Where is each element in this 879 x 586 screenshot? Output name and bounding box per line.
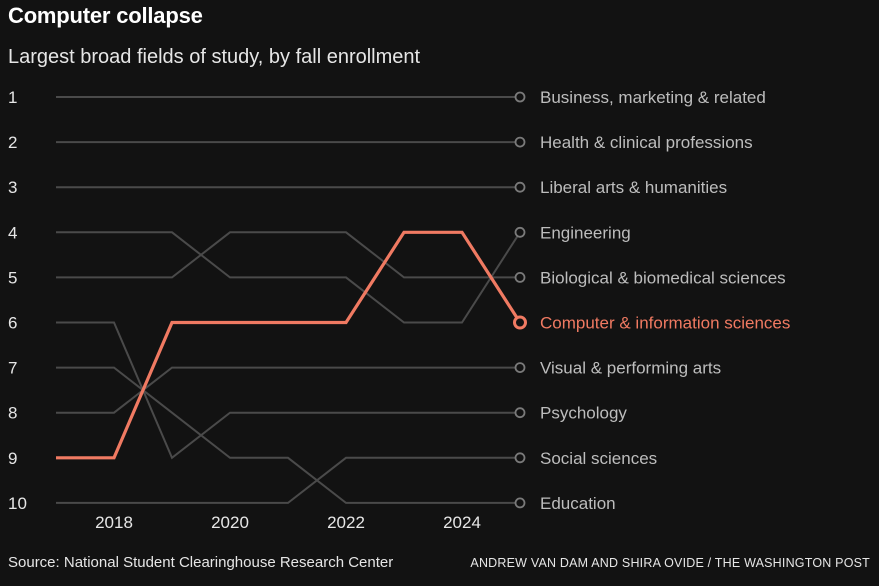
series-line [56,366,520,414]
series-end-label: Engineering [540,223,631,242]
end-markers [513,91,527,509]
rank-tick-label: 6 [8,314,17,333]
series-line [56,321,520,460]
series-line [56,230,522,460]
series-end-label: Business, marketing & related [540,88,766,107]
end-point-marker [514,497,526,509]
rank-tick-label: 10 [8,494,27,513]
end-point-marker [514,271,526,283]
end-point-marker [514,181,526,193]
year-tick-label: 2024 [443,513,481,532]
rank-tick-label: 2 [8,133,17,152]
end-point-marker [514,362,526,374]
chart-title: Computer collapse [8,3,203,28]
series-line [56,231,521,324]
end-point-marker [514,407,526,419]
year-axis: 2018 2020 2022 2024 [95,513,481,532]
series-end-label: Psychology [540,404,627,423]
end-point-marker [514,136,526,148]
rank-tick-label: 8 [8,404,17,423]
series-line [56,456,520,504]
chart-subtitle: Largest broad fields of study, by fall e… [8,46,421,68]
series-end-label: Biological & biomedical sciences [540,268,786,287]
rank-tick-label: 5 [8,268,17,287]
end-point-marker [514,452,526,464]
rank-tick-label: 3 [8,178,17,197]
year-tick-label: 2022 [327,513,365,532]
series-end-label: Computer & information sciences [540,314,790,333]
series-line [56,231,520,279]
end-labels: Business, marketing & related Health & cl… [540,88,790,513]
series-line [56,366,520,504]
rank-tick-label: 4 [8,223,17,242]
end-point-marker [514,91,526,103]
series-end-label: Health & clinical professions [540,133,753,152]
end-point-marker [514,226,526,238]
rank-tick-label: 9 [8,449,17,468]
series-lines [56,96,522,504]
year-tick-label: 2020 [211,513,249,532]
series-end-label: Education [540,494,616,513]
credit-line: ANDREW VAN DAM AND SHIRA OVIDE / THE WAS… [470,556,870,570]
end-point-marker [513,315,527,330]
series-end-label: Social sciences [540,449,657,468]
rank-tick-label: 1 [8,88,17,107]
source-note: Source: National Student Clearinghouse R… [8,554,394,571]
series-end-label: Visual & performing arts [540,359,721,378]
rank-tick-label: 7 [8,359,17,378]
series-end-label: Liberal arts & humanities [540,178,727,197]
year-tick-label: 2018 [95,513,133,532]
rank-axis: 1 2 3 4 5 6 7 8 9 10 [8,88,27,513]
